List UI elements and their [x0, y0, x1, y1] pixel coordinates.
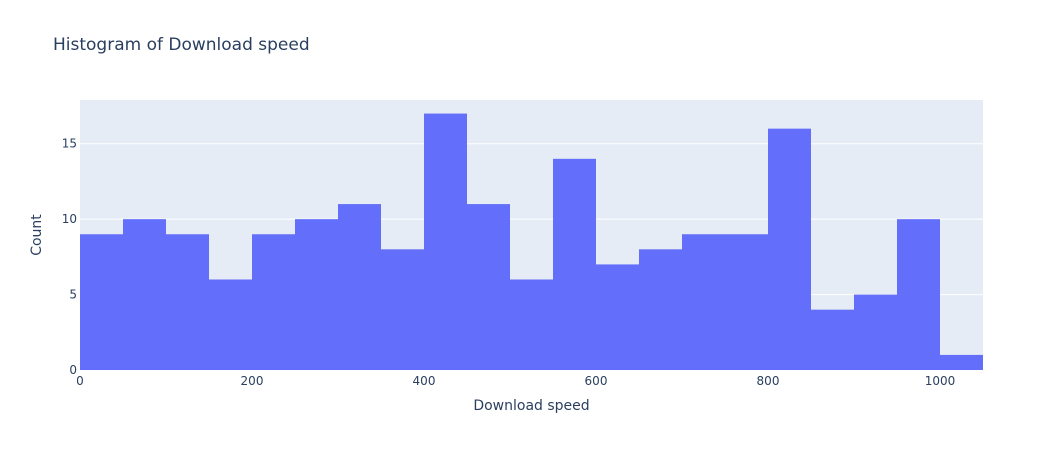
y-axis-title: Count — [29, 214, 45, 256]
histogram-bar — [467, 204, 510, 370]
histogram-bar — [682, 234, 725, 370]
histogram-bar — [596, 264, 639, 370]
histogram-bar — [811, 309, 854, 370]
bars — [80, 113, 983, 371]
y-tick-label: 5 — [69, 288, 77, 302]
histogram-bar — [725, 234, 768, 370]
histogram-bar — [209, 279, 252, 370]
y-axis-ticks: 0 5 10 15 — [62, 137, 77, 377]
y-tick-label: 15 — [62, 137, 77, 151]
histogram-bar — [639, 249, 682, 370]
histogram-bar — [510, 279, 553, 370]
x-tick-label: 0 — [76, 374, 84, 388]
histogram-bar — [940, 354, 983, 370]
histogram-bar — [338, 204, 381, 370]
x-tick-label: 600 — [585, 374, 608, 388]
histogram-bar — [424, 113, 467, 371]
histogram-bar — [381, 249, 424, 370]
histogram-bar — [897, 219, 940, 370]
histogram-bar — [553, 158, 596, 370]
x-axis-title: Download speed — [473, 398, 589, 414]
histogram-bar — [295, 219, 338, 370]
x-tick-label: 400 — [413, 374, 436, 388]
histogram-bar — [123, 219, 166, 370]
histogram-bar — [768, 128, 811, 370]
x-axis-ticks: 0 200 400 600 800 1000 — [76, 374, 955, 388]
histogram-bar — [166, 234, 209, 370]
x-tick-label: 1000 — [925, 374, 956, 388]
x-tick-label: 200 — [241, 374, 264, 388]
histogram-bar — [252, 234, 295, 370]
x-tick-label: 800 — [757, 374, 780, 388]
histogram-bar — [80, 234, 123, 370]
y-tick-label: 10 — [62, 212, 77, 226]
y-tick-label: 0 — [69, 363, 77, 377]
chart-title: Histogram of Download speed — [53, 35, 310, 55]
histogram-bar — [854, 294, 897, 370]
